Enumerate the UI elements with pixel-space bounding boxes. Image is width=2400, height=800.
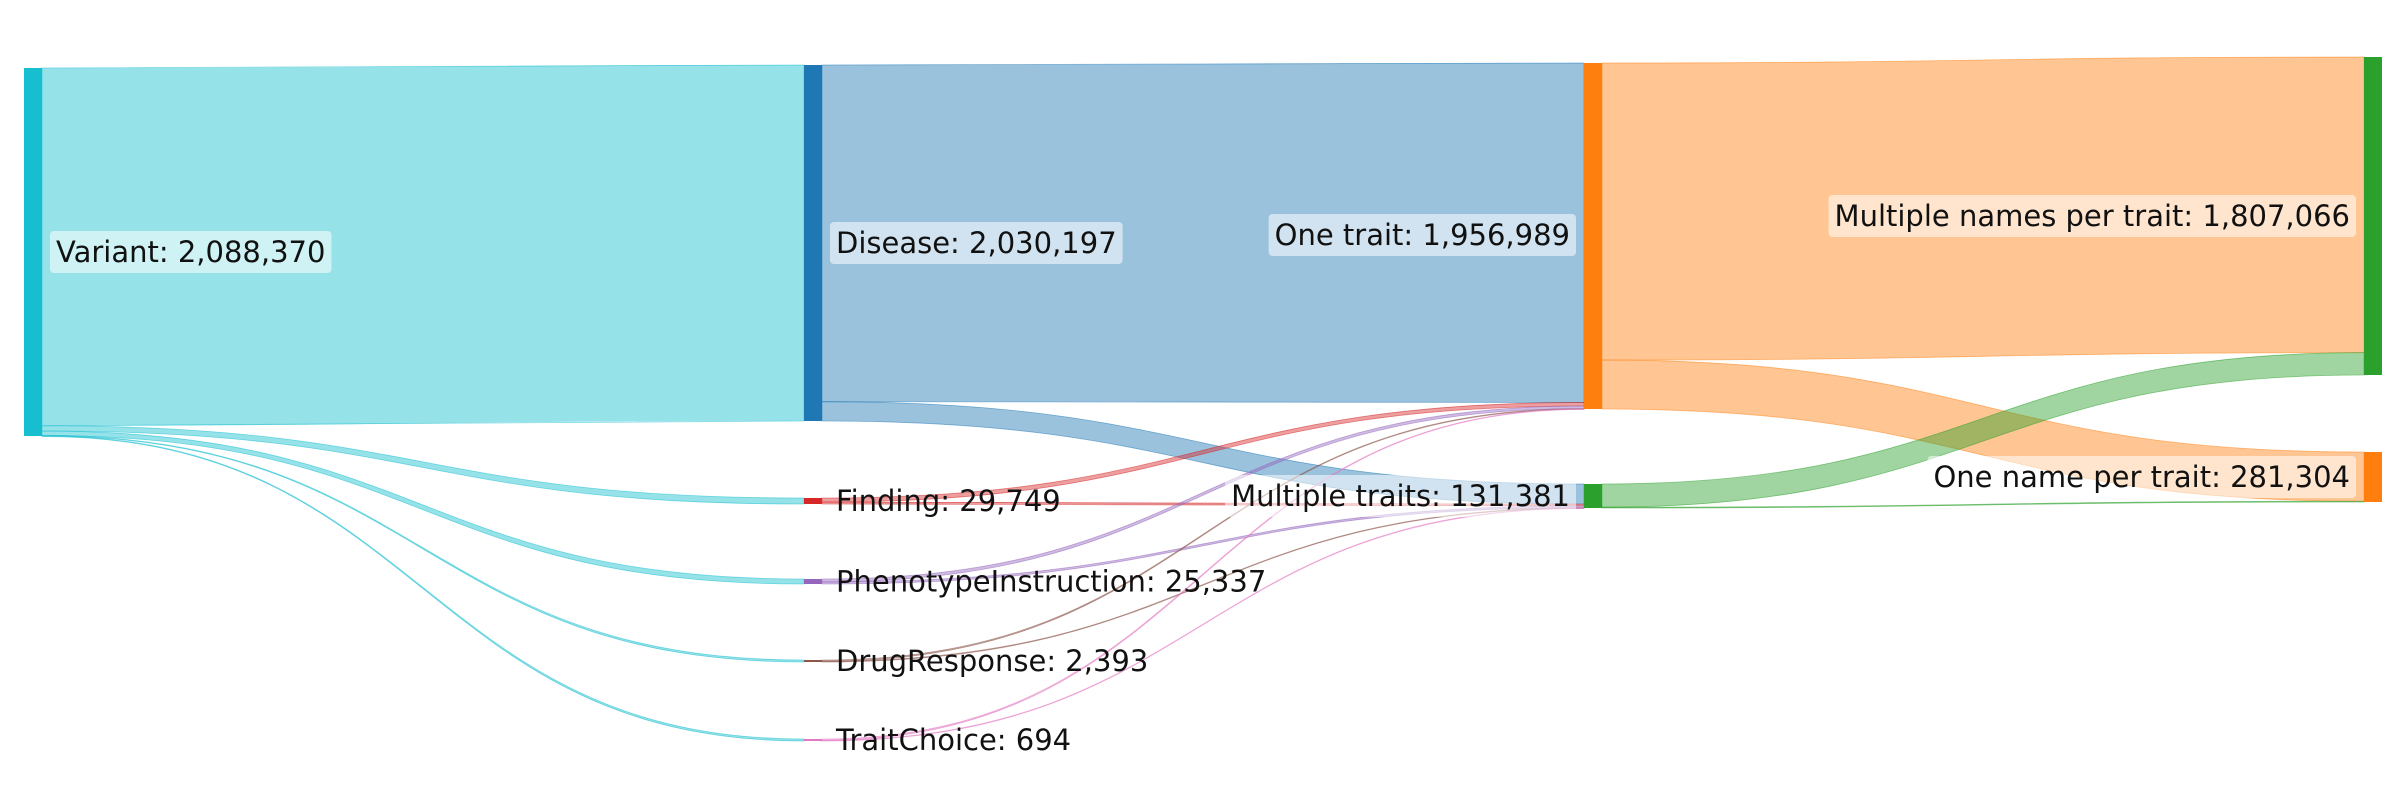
link-variant-to-phenotype [41,430,805,585]
node-label-variant: Variant: 2,088,370 [56,235,325,269]
label-background-disease [830,222,1123,264]
node-label-disease: Disease: 2,030,197 [836,226,1117,260]
link-variant-to-traitchoice [41,435,805,742]
nodes-group [24,57,2382,741]
node-label-drug: DrugResponse: 2,393 [836,644,1148,678]
node-label-finding: Finding: 29,749 [836,484,1061,518]
label-background-onetrait [1268,214,1576,256]
link-traitchoice-to-multitraits [821,507,1585,742]
link-variant-to-drug [41,435,805,663]
node-label-onename: One name per trait: 281,304 [1933,460,2350,494]
node-variant [24,68,42,436]
label-background-multitraits [1225,475,1576,517]
node-multinames [2364,57,2382,375]
node-label-phenotype: PhenotypeInstruction: 25,337 [836,565,1266,599]
node-onetrait [1584,63,1602,409]
node-multitraits [1584,484,1602,508]
node-drug [804,660,822,662]
labels-group: Variant: 2,088,370 Disease: 2,030,197 Find… [50,195,2356,757]
node-phenotype [804,579,822,584]
node-onename [2364,452,2382,502]
label-background-onename [1927,456,2356,498]
node-label-multitraits: Multiple traits: 131,381 [1231,479,1570,513]
links-group [41,56,2365,742]
node-label-traitchoice: TraitChoice: 694 [835,723,1071,757]
link-traitchoice-to-onetrait [821,408,1585,741]
label-background-variant [50,231,332,273]
node-label-multinames: Multiple names per trait: 1,807,066 [1835,199,2350,233]
node-finding [804,498,822,504]
node-disease [804,65,822,421]
label-background-multinames [1828,195,2356,237]
node-traitchoice [804,739,822,741]
node-label-onetrait: One trait: 1,956,989 [1275,218,1570,252]
